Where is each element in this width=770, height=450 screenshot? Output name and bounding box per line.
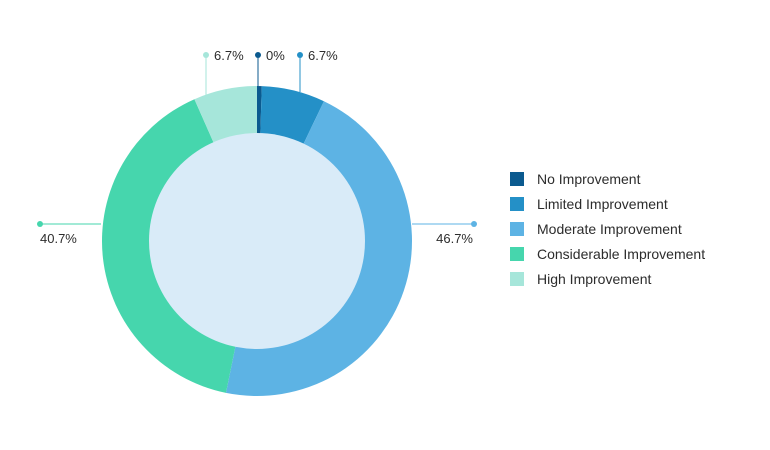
legend-label: Limited Improvement — [537, 195, 668, 212]
legend-item-considerable-improvement: Considerable Improvement — [510, 241, 705, 266]
leader-dot-considerable-improvement — [37, 221, 43, 227]
value-label-no-improvement: 0% — [266, 48, 285, 63]
value-label-moderate-improvement: 46.7% — [436, 231, 473, 246]
legend-label: Moderate Improvement — [537, 220, 682, 237]
legend-swatch — [510, 171, 524, 186]
donut-center — [149, 133, 365, 349]
leader-dot-no-improvement — [255, 52, 261, 58]
legend-item-high-improvement: High Improvement — [510, 266, 705, 291]
value-callouts: 0% 6.7% 46.7% 40.7% 6.7% — [37, 48, 477, 246]
leader-dot-limited-improvement — [297, 52, 303, 58]
legend-label: Considerable Improvement — [537, 245, 706, 262]
leader-dot-high-improvement — [203, 52, 209, 58]
legend-swatch — [510, 196, 524, 211]
legend-item-no-improvement: No Improvement — [510, 166, 705, 191]
chart-legend: No Improvement Limited Improvement Moderat… — [510, 166, 705, 291]
legend-label: No Improvement — [537, 170, 641, 187]
legend-label: High Improvement — [537, 270, 652, 287]
legend-swatch — [510, 271, 524, 286]
legend-swatch — [510, 246, 524, 261]
value-label-high-improvement: 6.7% — [214, 48, 244, 63]
legend-item-limited-improvement: Limited Improvement — [510, 191, 705, 216]
value-label-limited-improvement: 6.7% — [308, 48, 338, 63]
value-label-considerable-improvement: 40.7% — [40, 231, 77, 246]
legend-swatch — [510, 221, 524, 236]
leader-dot-moderate-improvement — [471, 221, 477, 227]
legend-item-moderate-improvement: Moderate Improvement — [510, 216, 705, 241]
